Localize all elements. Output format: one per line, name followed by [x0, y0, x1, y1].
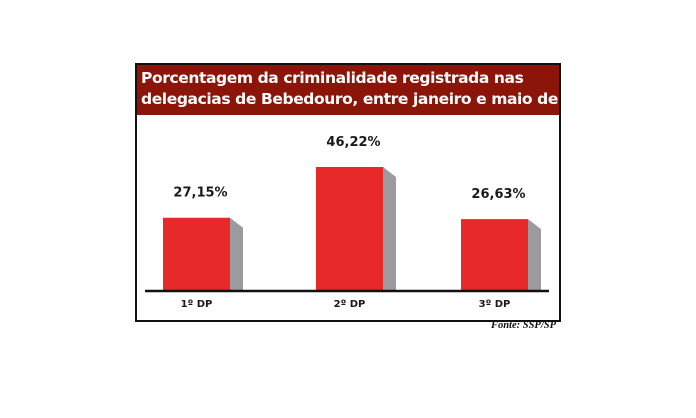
- bar: [461, 219, 528, 290]
- title-line-2: delegacias de Bebedouro, entre janeiro e…: [141, 90, 605, 108]
- bar-shadow: [383, 167, 396, 290]
- chart-title: Porcentagem da criminalidade registrada …: [137, 65, 605, 115]
- bar-shadow: [230, 217, 243, 290]
- data-label: 46,22%: [326, 135, 380, 150]
- category-label: 2º DP: [334, 299, 366, 310]
- title-line-1: Porcentagem da criminalidade registrada …: [141, 69, 524, 87]
- bar: [163, 217, 230, 290]
- category-label: 3º DP: [479, 299, 511, 310]
- source-note: Fonte: SSP/SP: [490, 320, 556, 331]
- category-label: 1º DP: [181, 299, 213, 310]
- data-label: 26,63%: [471, 187, 525, 202]
- bar: [316, 167, 383, 290]
- data-label: 27,15%: [173, 186, 227, 201]
- bar-shadow: [528, 219, 541, 290]
